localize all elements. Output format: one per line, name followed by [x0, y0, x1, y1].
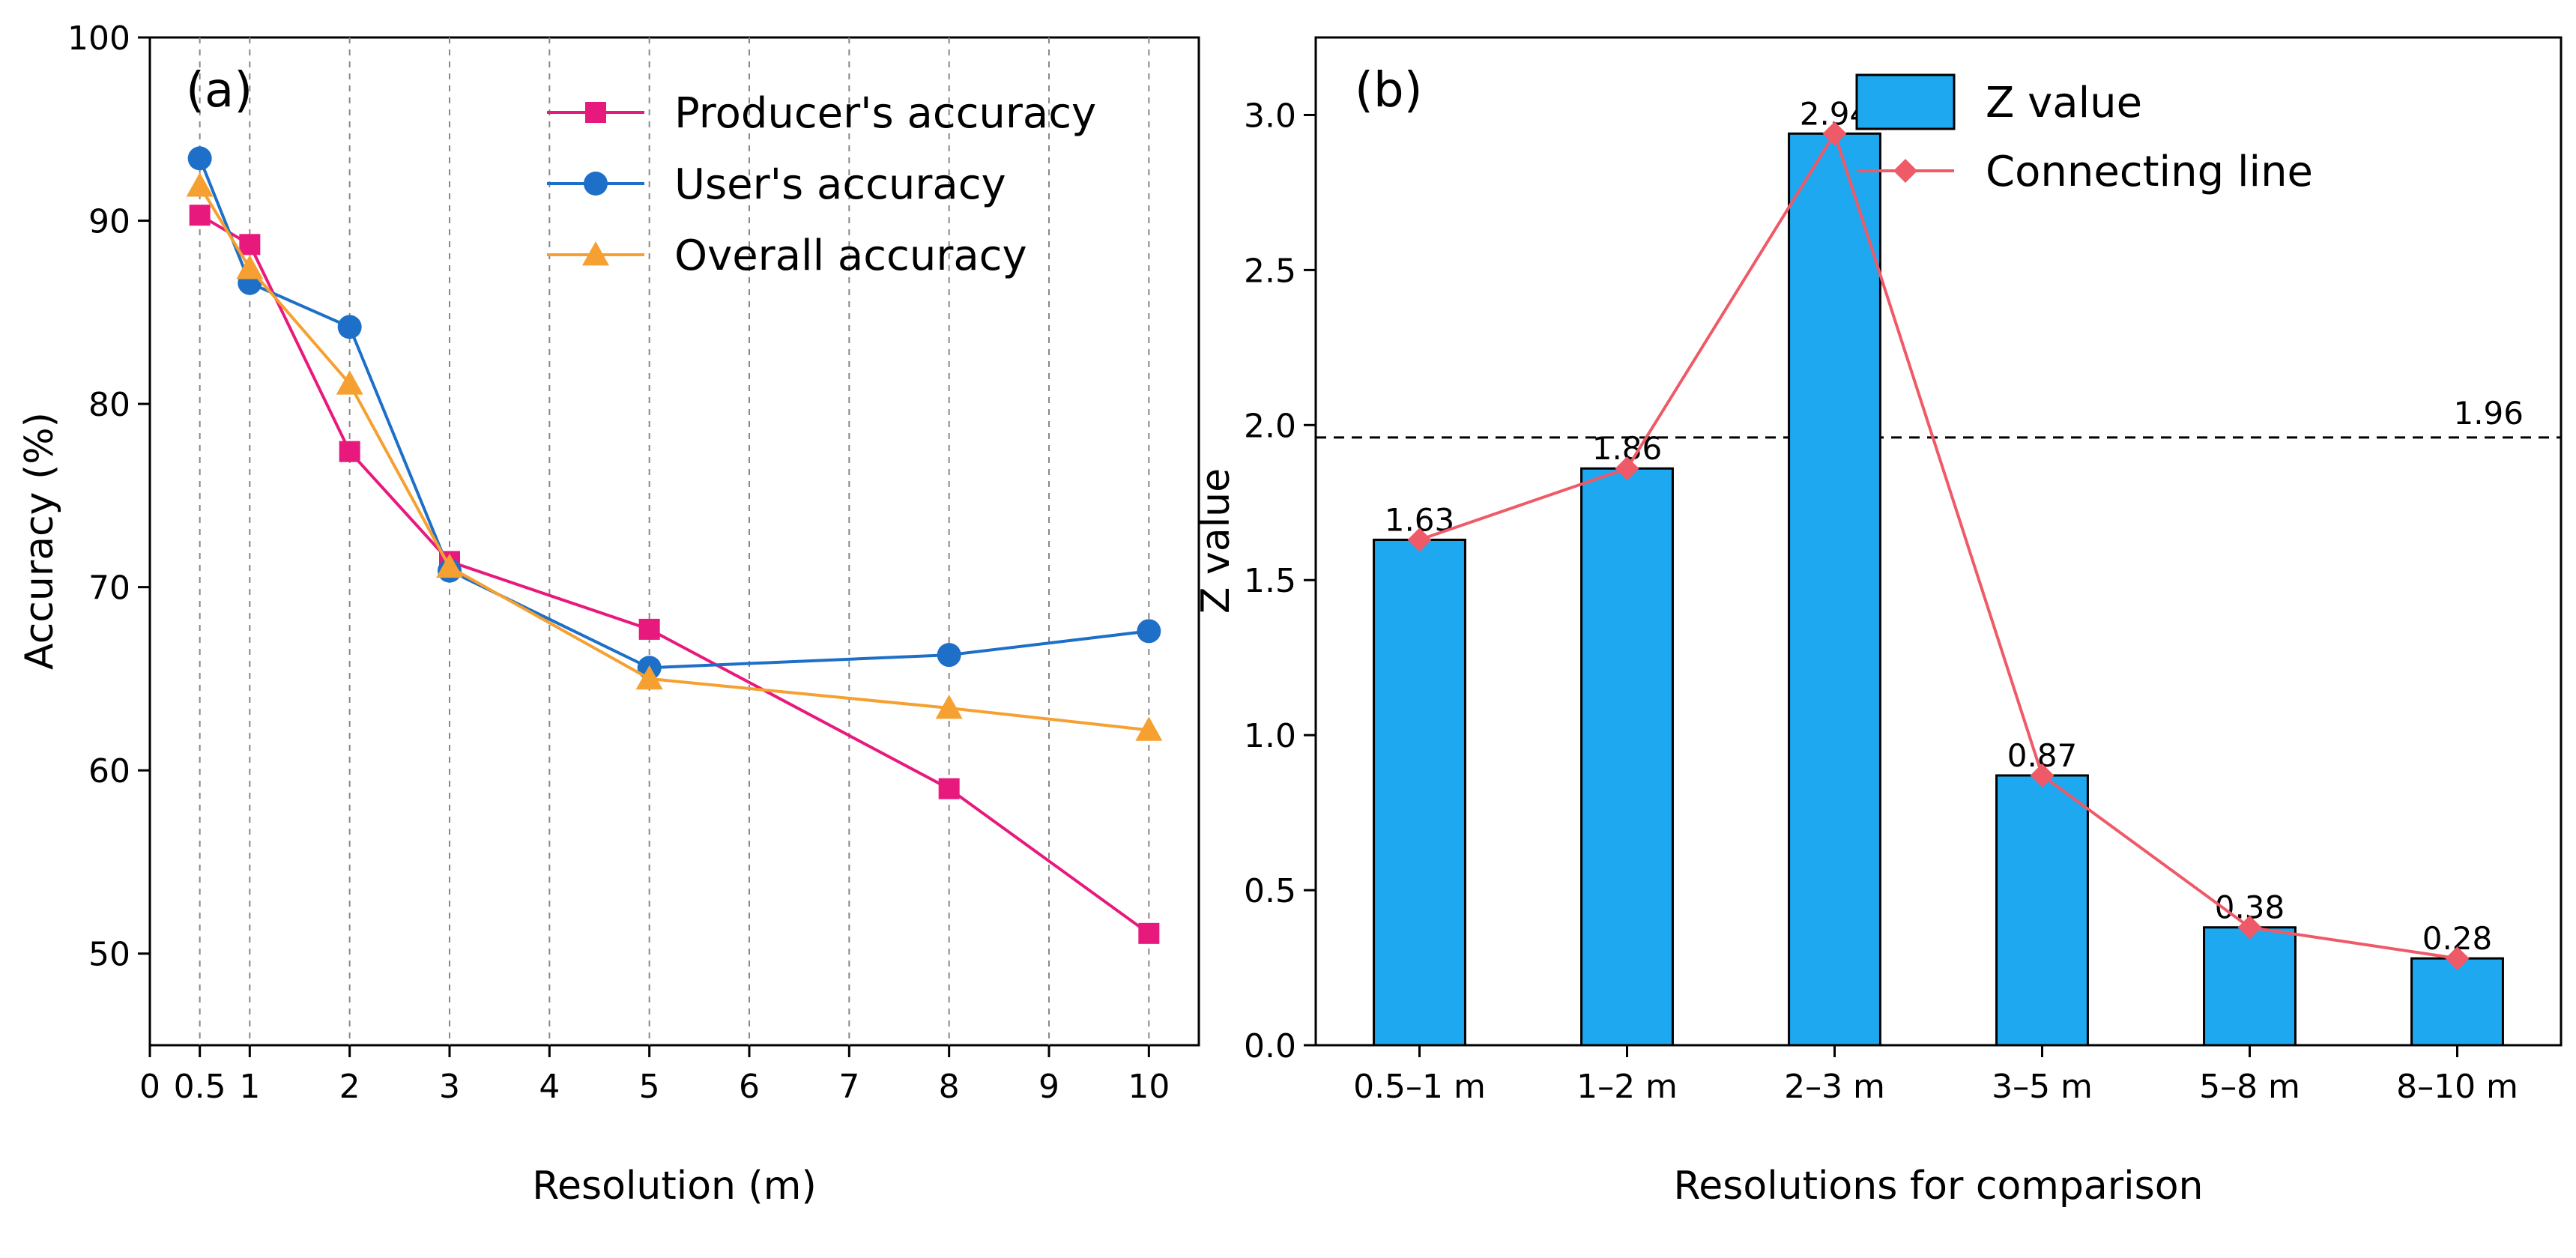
legend-label: Overall accuracy	[674, 232, 1027, 280]
panel-a-x-tick-label: 3	[439, 1068, 460, 1106]
data-point	[635, 665, 663, 690]
legend-label: Z value	[1986, 79, 2142, 127]
data-point	[638, 618, 660, 640]
panel-b-connecting-line	[1407, 121, 2470, 971]
panel-b-x-tick-label: 3–5 m	[1992, 1068, 2093, 1106]
series-overall-accuracy	[186, 172, 1163, 741]
panel-a-y-tick-label: 100	[67, 19, 130, 58]
data-point	[938, 778, 960, 799]
panel-a-x-tick-label: 9	[1038, 1068, 1059, 1106]
legend-marker	[582, 241, 609, 266]
legend-label: Connecting line	[1986, 148, 2313, 196]
legend-marker	[585, 102, 606, 123]
panel-b-x-tick-label: 0.5–1 m	[1353, 1068, 1486, 1106]
threshold-label: 1.96	[2453, 395, 2524, 432]
data-point	[935, 695, 963, 719]
panel-b-legend: Z value Connecting line	[1855, 73, 2313, 196]
panel-a-y-tick-label: 50	[88, 936, 130, 974]
panel-b-y-tick-label: 2.0	[1244, 407, 1296, 445]
bar	[1580, 467, 1674, 1047]
panel-a-x-tick-label: 8	[939, 1068, 960, 1106]
legend-label: Producer's accuracy	[674, 89, 1096, 138]
panel-a-y-tick-label: 60	[88, 752, 130, 790]
data-point	[236, 255, 264, 279]
panel-a-label: (a)	[186, 63, 253, 118]
panel-a-y-tick-label: 70	[88, 569, 130, 608]
panel-b-x-tick-label: 5–8 m	[2199, 1068, 2300, 1106]
panel-b-y-tick-label: 2.5	[1244, 252, 1296, 290]
connecting-line	[1418, 130, 2458, 961]
bar	[1373, 538, 1466, 1047]
panel-b-plot-frame	[1314, 36, 2563, 1047]
panel-b-x-tick-label: 2–3 m	[1784, 1068, 1885, 1106]
panel-a-y-axis-title: Accuracy (%)	[17, 412, 62, 670]
series-producer-s-accuracy	[189, 205, 1160, 944]
panel-b-label: (b)	[1355, 63, 1423, 118]
data-point	[1138, 922, 1160, 944]
panel-b-x-tick-label: 8–10 m	[2396, 1068, 2518, 1106]
connecting-point	[1822, 121, 1847, 146]
panel-b-y-axis: 0.0 0.5 1.0 1.5 2.0 2.5 3.0	[1244, 97, 1316, 1065]
bar	[2410, 957, 2504, 1047]
data-point	[1135, 716, 1163, 741]
data-point	[187, 146, 212, 171]
data-point	[436, 553, 463, 578]
panel-b-chart: 0.0 0.5 1.0 1.5 2.0 2.5 3.0 1.96 1.631.862.940…	[1194, 36, 2563, 1209]
data-point	[937, 643, 961, 668]
bar	[1788, 132, 1881, 1047]
data-point	[189, 205, 211, 226]
panel-a-x-tick-label: 10	[1128, 1068, 1170, 1106]
panel-a-x-tick-label: 4	[539, 1068, 560, 1106]
bar	[2203, 926, 2297, 1047]
panel-b-y-tick-label: 1.0	[1244, 717, 1296, 755]
legend-label: User's accuracy	[674, 160, 1006, 209]
panel-a-plot-frame	[148, 36, 1200, 1047]
panel-a-y-tick-label: 80	[88, 386, 130, 424]
panel-b-x-axis-title: Resolutions for comparison	[1674, 1164, 2204, 1209]
bar	[1995, 774, 2089, 1047]
panel-b-reference-line: 1.96	[1316, 395, 2561, 439]
panel-a-series	[186, 146, 1163, 944]
data-point	[339, 441, 360, 462]
legend-swatch-bar	[1855, 73, 1956, 130]
panel-a-y-axis: 50 60 70 80 90 100	[67, 19, 150, 974]
data-point	[186, 172, 214, 197]
series-user-s-accuracy	[187, 146, 1161, 680]
data-point	[336, 370, 363, 395]
panel-a-legend: Producer's accuracy User's accuracy Overal…	[547, 89, 1096, 280]
panel-a-x-tick-label: 1	[239, 1068, 260, 1106]
connecting-point	[2445, 946, 2470, 971]
panel-a-chart: 50 60 70 80 90 100 0 0.5 1 2 3 4 5 6 7 8 9 10 (a) Resolu…	[17, 19, 1200, 1209]
panel-a-x-tick-label: 5	[639, 1068, 660, 1106]
panel-b-y-tick-label: 1.5	[1244, 562, 1296, 600]
data-point	[239, 234, 261, 255]
panel-a-x-tick-label: 0.5	[174, 1068, 226, 1106]
panel-a-x-axis: 0 0.5 1 2 3 4 5 6 7 8 9 10	[139, 1045, 1170, 1106]
legend-marker	[584, 172, 608, 196]
data-point	[337, 315, 362, 339]
panel-b-y-tick-label: 0.5	[1244, 872, 1296, 910]
panel-b-y-tick-label: 0.0	[1244, 1027, 1296, 1065]
connecting-point	[1407, 527, 1432, 552]
panel-a-x-tick-label: 7	[838, 1068, 859, 1106]
data-point	[1137, 619, 1161, 644]
panel-a-grid	[199, 37, 1150, 1045]
panel-b-x-tick-label: 1–2 m	[1576, 1068, 1678, 1106]
connecting-point	[1615, 456, 1639, 481]
legend-marker	[1893, 159, 1917, 183]
panel-a-y-tick-label: 90	[88, 203, 130, 241]
panel-a-x-tick-label: 0	[139, 1068, 160, 1106]
panel-b-y-axis-title: Z value	[1194, 468, 1239, 614]
panel-a-x-axis-title: Resolution (m)	[532, 1164, 816, 1209]
panel-b-y-tick-label: 3.0	[1244, 97, 1296, 135]
connecting-point	[2237, 915, 2262, 940]
panel-b-bars: 1.631.862.940.870.380.28	[1373, 95, 2504, 1047]
panel-b-x-axis: 0.5–1 m 1–2 m 2–3 m 3–5 m 5–8 m 8–10 m	[1353, 1045, 2518, 1106]
panel-a-x-tick-label: 2	[339, 1068, 360, 1106]
panel-a-x-tick-label: 6	[739, 1068, 760, 1106]
connecting-point	[2030, 763, 2055, 787]
